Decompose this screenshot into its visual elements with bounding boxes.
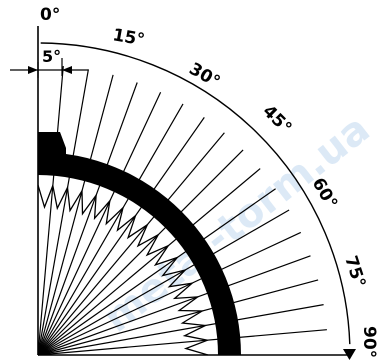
radial-line	[37, 82, 138, 356]
radial-line	[37, 231, 302, 356]
ring-step-block	[38, 132, 66, 162]
label-45deg: 45°	[258, 101, 295, 138]
radial-lines	[37, 66, 327, 356]
radial-line	[37, 132, 225, 356]
radial-line	[37, 69, 89, 356]
thick-black-ring	[38, 152, 241, 355]
label-90deg: 90°	[359, 326, 379, 358]
radial-line	[37, 329, 327, 356]
radial-line	[37, 168, 261, 356]
radial-line	[37, 304, 324, 356]
radial-line	[37, 209, 290, 356]
radial-line	[37, 255, 311, 356]
label-step-5deg: 5°	[42, 47, 61, 66]
radial-line	[37, 279, 319, 356]
radial-line	[37, 91, 162, 356]
outer-scale-arc	[40, 42, 351, 345]
label-15deg: 15°	[111, 25, 146, 50]
radial-line	[37, 149, 244, 356]
label-30deg: 30°	[186, 59, 224, 92]
radial-line	[37, 188, 276, 356]
radial-line	[37, 103, 184, 356]
label-75deg: 75°	[340, 253, 369, 290]
radial-line	[37, 66, 64, 356]
radial-line	[37, 74, 114, 356]
label-0deg: 0°	[40, 5, 60, 25]
dimension-arrow-left	[28, 66, 38, 74]
dimension-arrow-right	[62, 66, 72, 74]
zigzag-serrated-edge	[37, 183, 210, 356]
radial-line	[37, 117, 205, 356]
